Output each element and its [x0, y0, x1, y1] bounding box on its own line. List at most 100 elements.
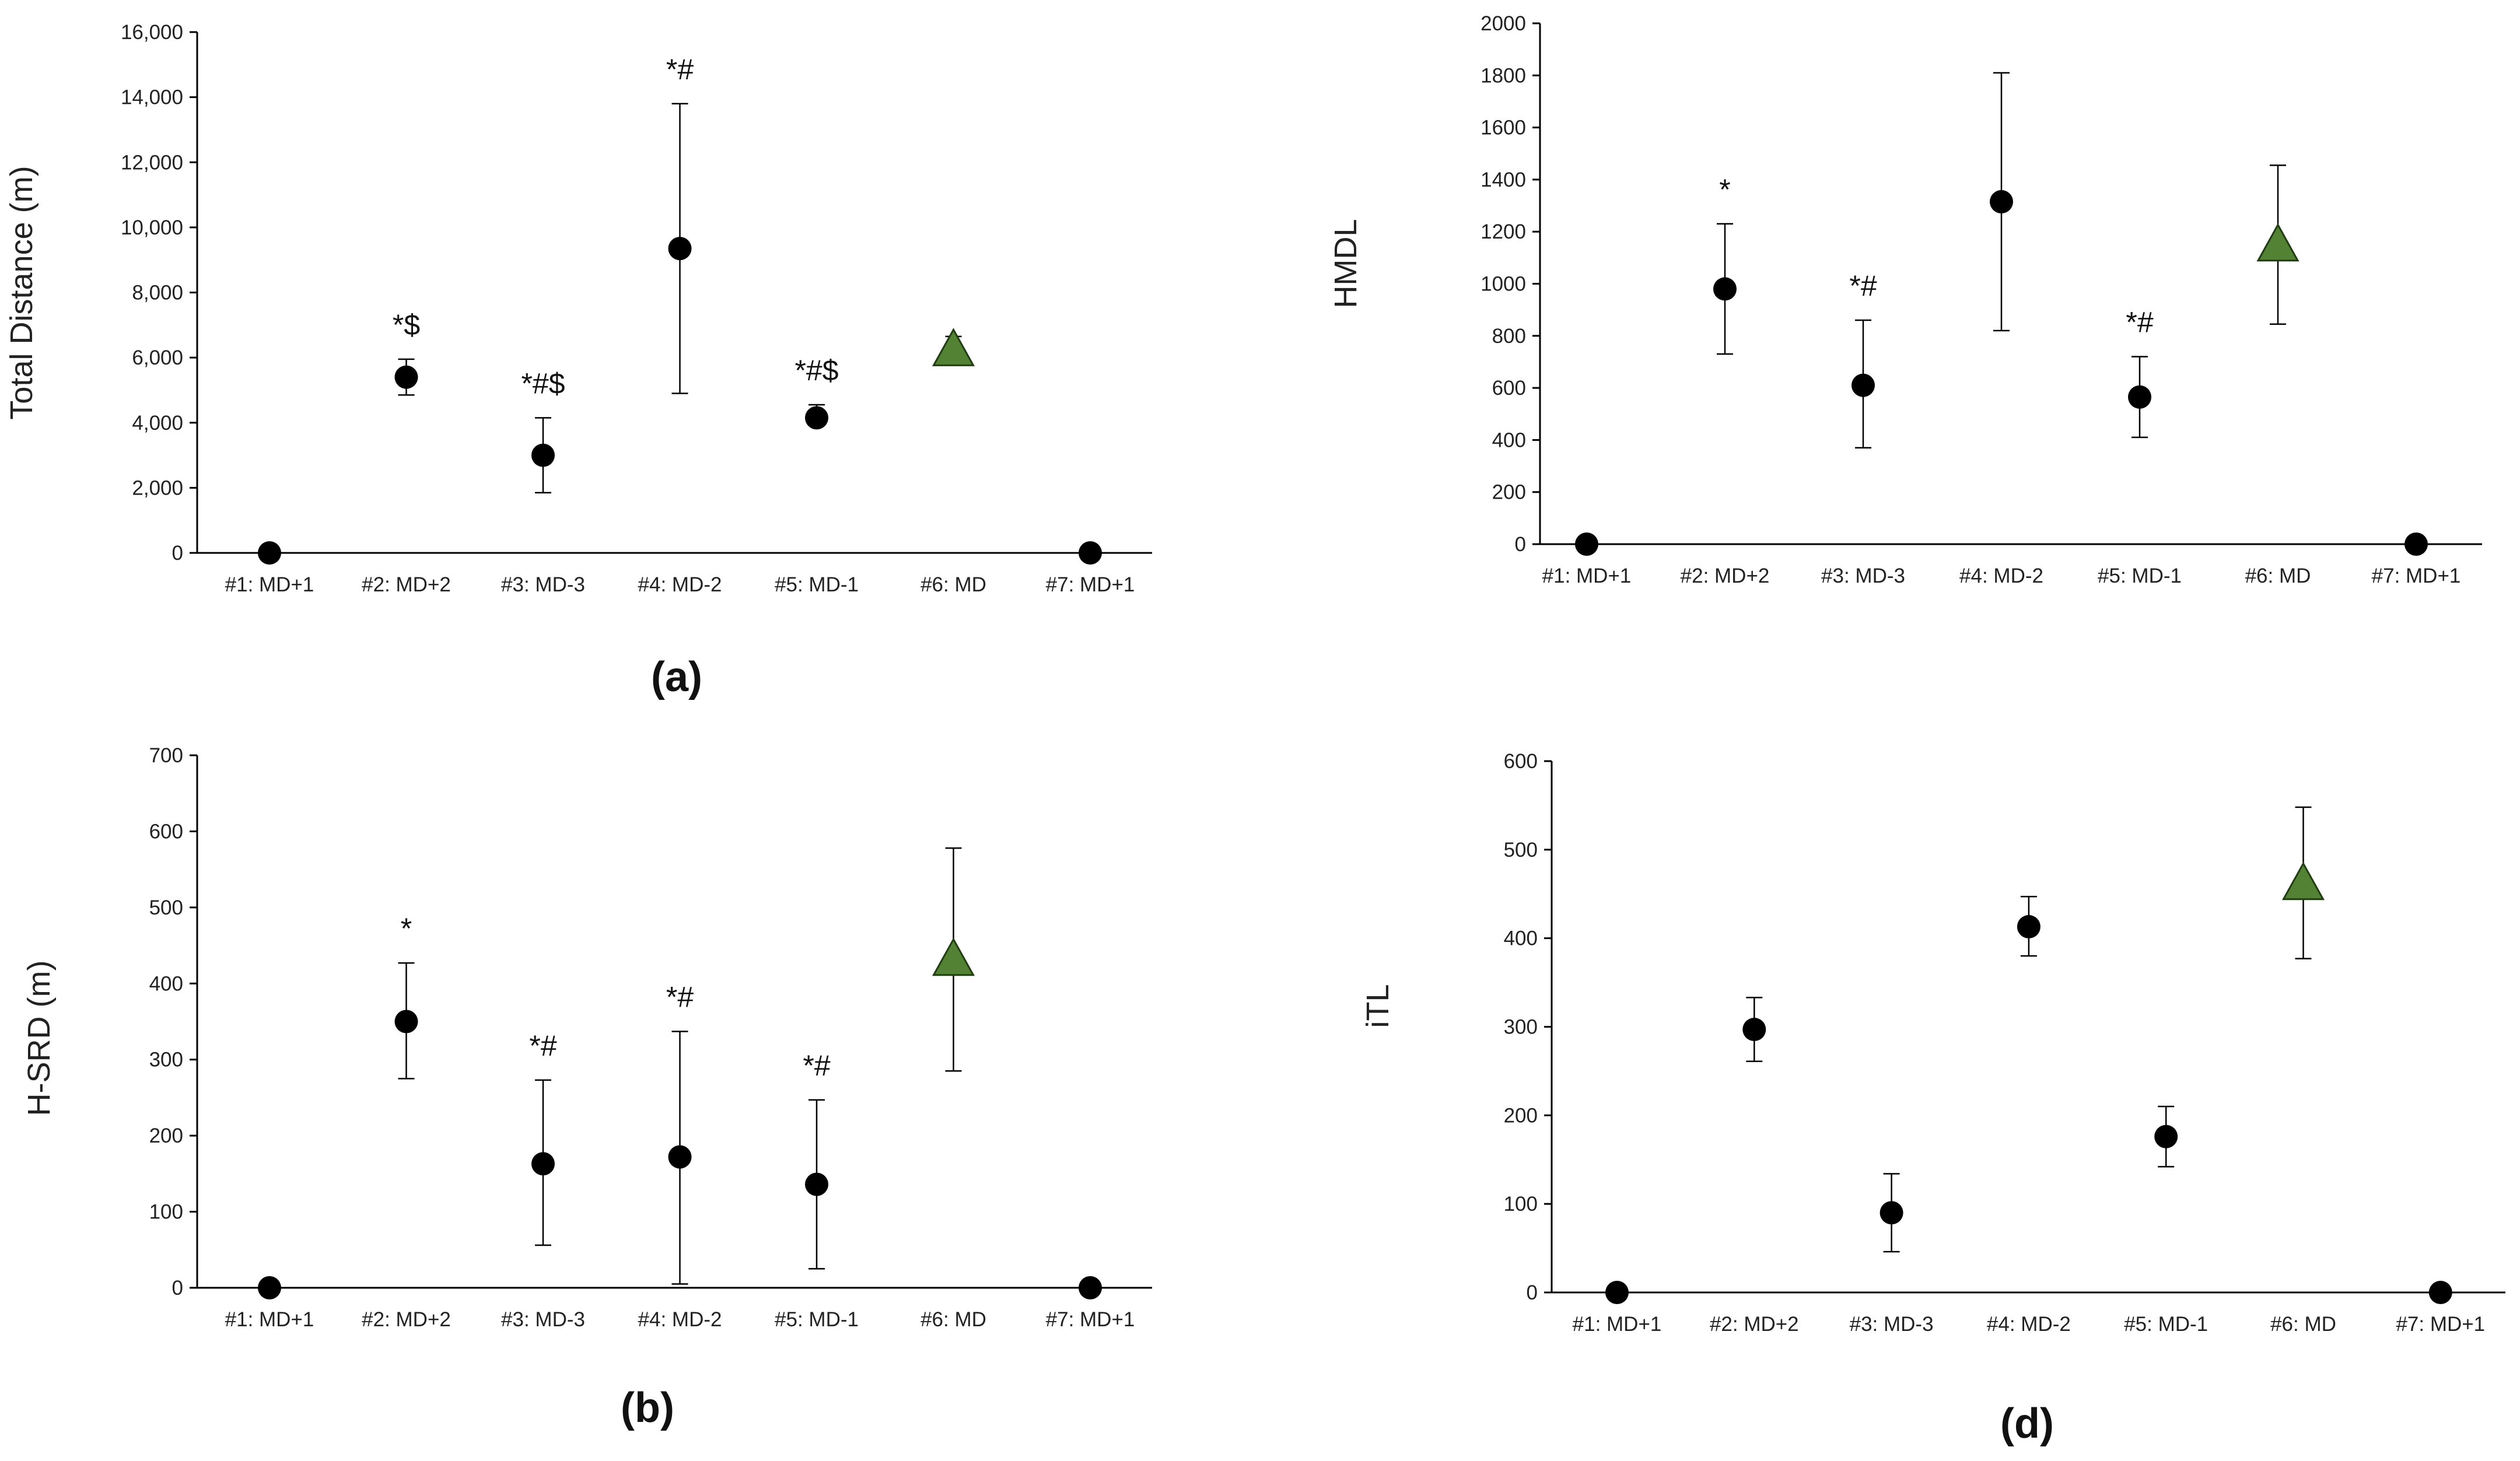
x-tick-label: #1: MD+1 [1573, 1313, 1662, 1336]
y-tick-label: 300 [149, 1049, 183, 1071]
data-point [1742, 1018, 1766, 1042]
y-tick-label: 1600 [1480, 117, 1526, 139]
y-tick-label: 700 [149, 744, 183, 767]
y-tick-label: 400 [149, 972, 183, 995]
x-tick-label: #7: MD+1 [1046, 1308, 1135, 1331]
significance-label: *# [666, 980, 694, 1013]
y-tick-label: 500 [149, 896, 183, 919]
x-tick-label: #7: MD+1 [1046, 573, 1135, 596]
y-tick-label: 1800 [1480, 64, 1526, 87]
x-tick-label: #1: MD+1 [225, 1308, 314, 1331]
x-tick-label: #4: MD-2 [1987, 1313, 2071, 1336]
data-point [805, 1172, 828, 1196]
data-point-triangle [932, 937, 975, 976]
y-tick-label: 10,000 [121, 216, 183, 239]
x-tick-label: #5: MD-1 [775, 573, 859, 596]
panel-label: (a) [651, 654, 702, 700]
y-tick-label: 600 [1504, 750, 1538, 773]
y-tick-label: 6,000 [132, 346, 183, 369]
data-point [2428, 1281, 2452, 1304]
significance-label: *# [2126, 306, 2153, 339]
y-axis-title: iTL [1360, 984, 1395, 1028]
y-tick-label: 0 [1527, 1281, 1538, 1304]
data-point-triangle [2256, 223, 2300, 262]
significance-label: *#$ [794, 354, 838, 387]
y-tick-label: 0 [172, 542, 183, 565]
chart-panel-c: 0 200 400 600 800 1000 1200 1400 1600 1800 2000 #1:… [1328, 12, 2482, 587]
x-tick-label: #6: MD [2270, 1313, 2336, 1336]
x-tick-label: #3: MD-3 [1850, 1313, 1934, 1336]
significance-label: *# [529, 1029, 556, 1062]
significance-label: *# [666, 53, 694, 86]
data-point [668, 237, 692, 261]
y-tick-label: 0 [172, 1277, 183, 1299]
y-tick-label: 200 [1504, 1104, 1538, 1127]
y-tick-label: 2,000 [132, 477, 183, 499]
y-tick-label: 800 [1492, 325, 1526, 348]
x-tick-label: #6: MD [921, 573, 986, 596]
data-point [394, 365, 418, 389]
x-tick-label: #5: MD-1 [2124, 1313, 2208, 1336]
data-point [1880, 1201, 1903, 1225]
data-point [1713, 277, 1737, 301]
y-tick-label: 0 [1515, 533, 1526, 556]
y-axis-title: HMDL [1328, 219, 1363, 308]
significance-label: * [401, 912, 412, 945]
y-tick-label: 1000 [1480, 273, 1526, 296]
data-point [1575, 532, 1598, 556]
panel-label: (d) [2000, 1400, 2054, 1447]
y-tick-label: 16,000 [121, 21, 183, 44]
significance-label: *# [803, 1049, 830, 1082]
y-tick-label: 500 [1504, 839, 1538, 861]
x-tick-label: #7: MD+1 [2372, 565, 2461, 587]
y-tick-label: 600 [149, 820, 183, 843]
y-tick-label: 12,000 [121, 151, 183, 174]
data-point [1605, 1281, 1629, 1304]
y-tick-label: 100 [149, 1201, 183, 1224]
x-tick-label: #7: MD+1 [2396, 1313, 2485, 1336]
x-tick-label: #6: MD [2245, 565, 2311, 587]
data-point [2404, 532, 2428, 556]
x-tick-label: #2: MD+2 [1681, 565, 1770, 587]
x-tick-label: #6: MD [921, 1308, 986, 1331]
data-point [394, 1010, 418, 1033]
y-tick-label: 2000 [1480, 12, 1526, 35]
data-point [258, 541, 281, 565]
data-point-triangle [932, 328, 975, 366]
data-point [2128, 385, 2151, 409]
data-point [258, 1276, 281, 1299]
y-tick-label: 14,000 [121, 86, 183, 109]
y-tick-label: 1200 [1480, 220, 1526, 243]
x-tick-label: #4: MD-2 [1959, 565, 2043, 587]
chart-panel-d: 0 100 200 300 400 500 600 #1: MD+1 #2: MD+2 #3: M… [1360, 750, 2505, 1447]
y-tick-label: 300 [1504, 1016, 1538, 1039]
y-tick-label: 200 [149, 1124, 183, 1147]
x-tick-label: #3: MD-3 [1821, 565, 1905, 587]
data-point [531, 443, 555, 467]
data-point [805, 406, 828, 430]
x-tick-label: #1: MD+1 [225, 573, 314, 596]
x-tick-label: #2: MD+2 [1710, 1313, 1799, 1336]
data-point [1852, 373, 1875, 397]
y-tick-label: 4,000 [132, 412, 183, 435]
data-point [531, 1152, 555, 1176]
y-tick-label: 400 [1492, 429, 1526, 451]
y-tick-label: 100 [1504, 1193, 1538, 1215]
x-tick-label: #1: MD+1 [1542, 565, 1632, 587]
y-axis-title: H-SRD (m) [22, 961, 57, 1116]
x-tick-label: #3: MD-3 [501, 573, 585, 596]
y-tick-label: 400 [1504, 927, 1538, 950]
x-tick-label: #2: MD+2 [362, 573, 451, 596]
x-tick-label: #2: MD+2 [362, 1308, 451, 1331]
significance-label: *#$ [521, 367, 565, 400]
y-tick-label: 1400 [1480, 169, 1526, 191]
x-tick-label: #5: MD-1 [2098, 565, 2182, 587]
x-tick-label: #3: MD-3 [501, 1308, 585, 1331]
chart-panel-b: 0 100 200 300 400 500 600 700 #1: MD+1 #2: MD+2 #3… [22, 744, 1152, 1431]
y-tick-label: 8,000 [132, 282, 183, 304]
data-point-triangle [2281, 861, 2325, 901]
x-tick-label: #5: MD-1 [775, 1308, 859, 1331]
data-point [1079, 1276, 1102, 1299]
x-tick-label: #4: MD-2 [638, 1308, 722, 1331]
